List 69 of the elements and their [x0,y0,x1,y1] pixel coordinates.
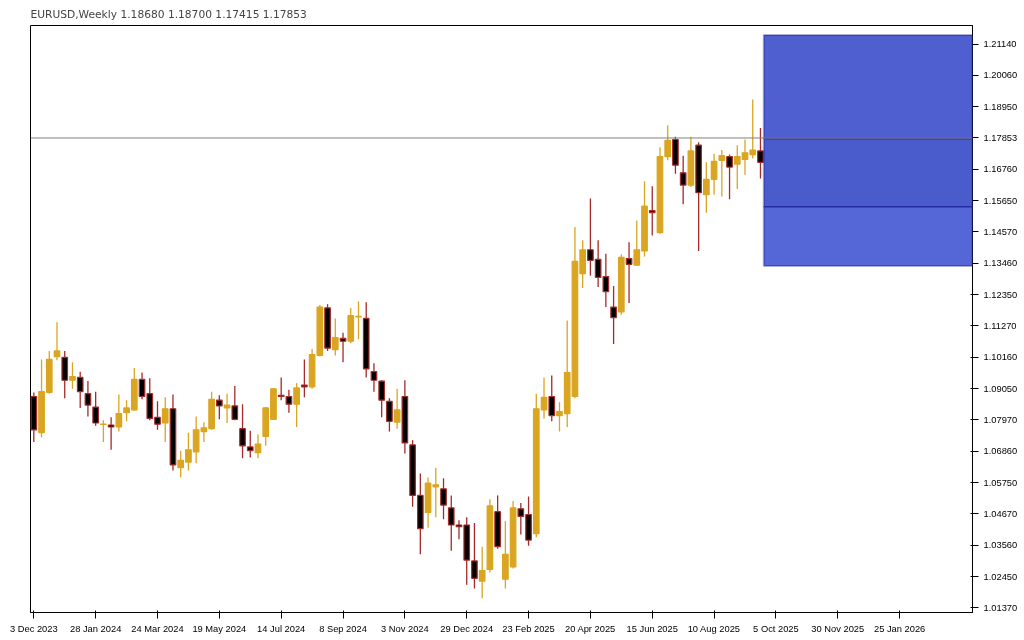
y-tick-label: 1.02450 [983,571,1018,582]
candlestick [239,403,246,459]
x-tick-label: 25 Jan 2026 [873,623,926,634]
candlestick [718,149,726,198]
x-tick-label: 24 Mar 2024 [131,623,184,634]
y-tick-label: 1.15650 [983,195,1018,206]
candlestick [370,362,378,393]
candlestick [757,127,764,180]
y-tick-label: 1.06860 [983,446,1018,457]
candlestick [61,350,69,399]
y-tick-label: 1.04670 [983,508,1018,519]
y-tick-label: 1.01370 [983,602,1018,613]
candlestick [440,477,447,520]
y-tick-label: 1.21140 [983,39,1017,50]
y-tick-label: 1.05750 [983,477,1018,488]
x-tick-label: 29 Dec 2024 [440,623,494,634]
x-tick-label: 3 Nov 2024 [381,623,429,634]
candlestick [378,379,386,418]
y-tick-label: 1.16760 [983,164,1018,175]
candlestick [331,317,339,357]
y-tick-label: 1.13460 [983,258,1018,269]
x-tick-label: 8 Sep 2024 [319,623,367,634]
candlestick [115,393,123,433]
candlestick [76,371,84,409]
y-tick-label: 1.14570 [983,226,1018,237]
candlestick [648,185,656,237]
x-tick-label: 30 Nov 2025 [811,623,865,634]
y-tick-label: 1.20060 [983,70,1018,81]
candlestick [679,155,687,205]
candlestick [393,388,401,430]
candlestick [293,382,301,428]
candlestick [53,321,61,361]
y-tick-label: 1.18950 [983,101,1018,112]
candlestick [231,385,239,421]
y-tick-label: 1.10160 [983,352,1018,363]
candlestick [625,241,633,304]
x-tick-label: 10 Aug 2025 [687,623,741,634]
candlestick [478,546,486,599]
y-tick-label: 1.03560 [983,540,1018,551]
x-tick-label: 5 Oct 2025 [753,623,799,634]
candlestick [726,153,733,200]
candlestick [246,430,254,459]
candlestick [92,391,100,427]
candlestick [215,394,223,420]
chart-title: EURUSD,Weekly 1.18680 1.18700 1.17415 1.17853 [30,7,307,21]
candlestick [301,358,308,399]
x-tick-label: 15 Jun 2025 [626,623,678,634]
ref-line-label: 1.17853 [983,132,1018,143]
y-tick-label: 1.07970 [983,414,1018,425]
candlestick [548,374,556,422]
candlestick [254,433,262,459]
candlestick [610,285,617,345]
x-tick-label: 28 Jan 2024 [69,623,122,634]
candlestick [107,416,115,451]
candlestick [84,380,92,418]
candlestick [69,361,76,390]
x-tick-label: 20 Apr 2025 [564,623,616,634]
x-tick-label: 14 Jul 2024 [257,623,306,634]
y-tick-label: 1.11270 [983,320,1017,331]
candlestick [386,397,393,433]
y-tick-label: 1.12350 [983,289,1018,300]
x-tick-label: 3 Dec 2023 [9,623,58,634]
candlestick [339,332,347,363]
y-tick-label: 1.09050 [983,383,1018,394]
x-tick-label: 23 Feb 2025 [502,623,555,634]
candlestick [223,393,231,424]
candlestick [100,419,107,443]
candlestick [161,396,169,443]
x-tick-label: 19 May 2024 [192,623,247,634]
